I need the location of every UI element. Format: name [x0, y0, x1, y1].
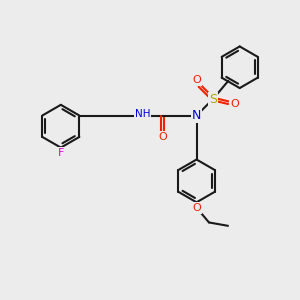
Text: NH: NH: [135, 109, 150, 119]
Text: O: O: [230, 99, 239, 109]
Text: N: N: [192, 109, 201, 122]
Text: S: S: [209, 93, 217, 106]
Text: O: O: [158, 132, 167, 142]
Text: O: O: [192, 75, 201, 85]
Text: F: F: [58, 148, 64, 158]
Text: O: O: [192, 203, 201, 213]
